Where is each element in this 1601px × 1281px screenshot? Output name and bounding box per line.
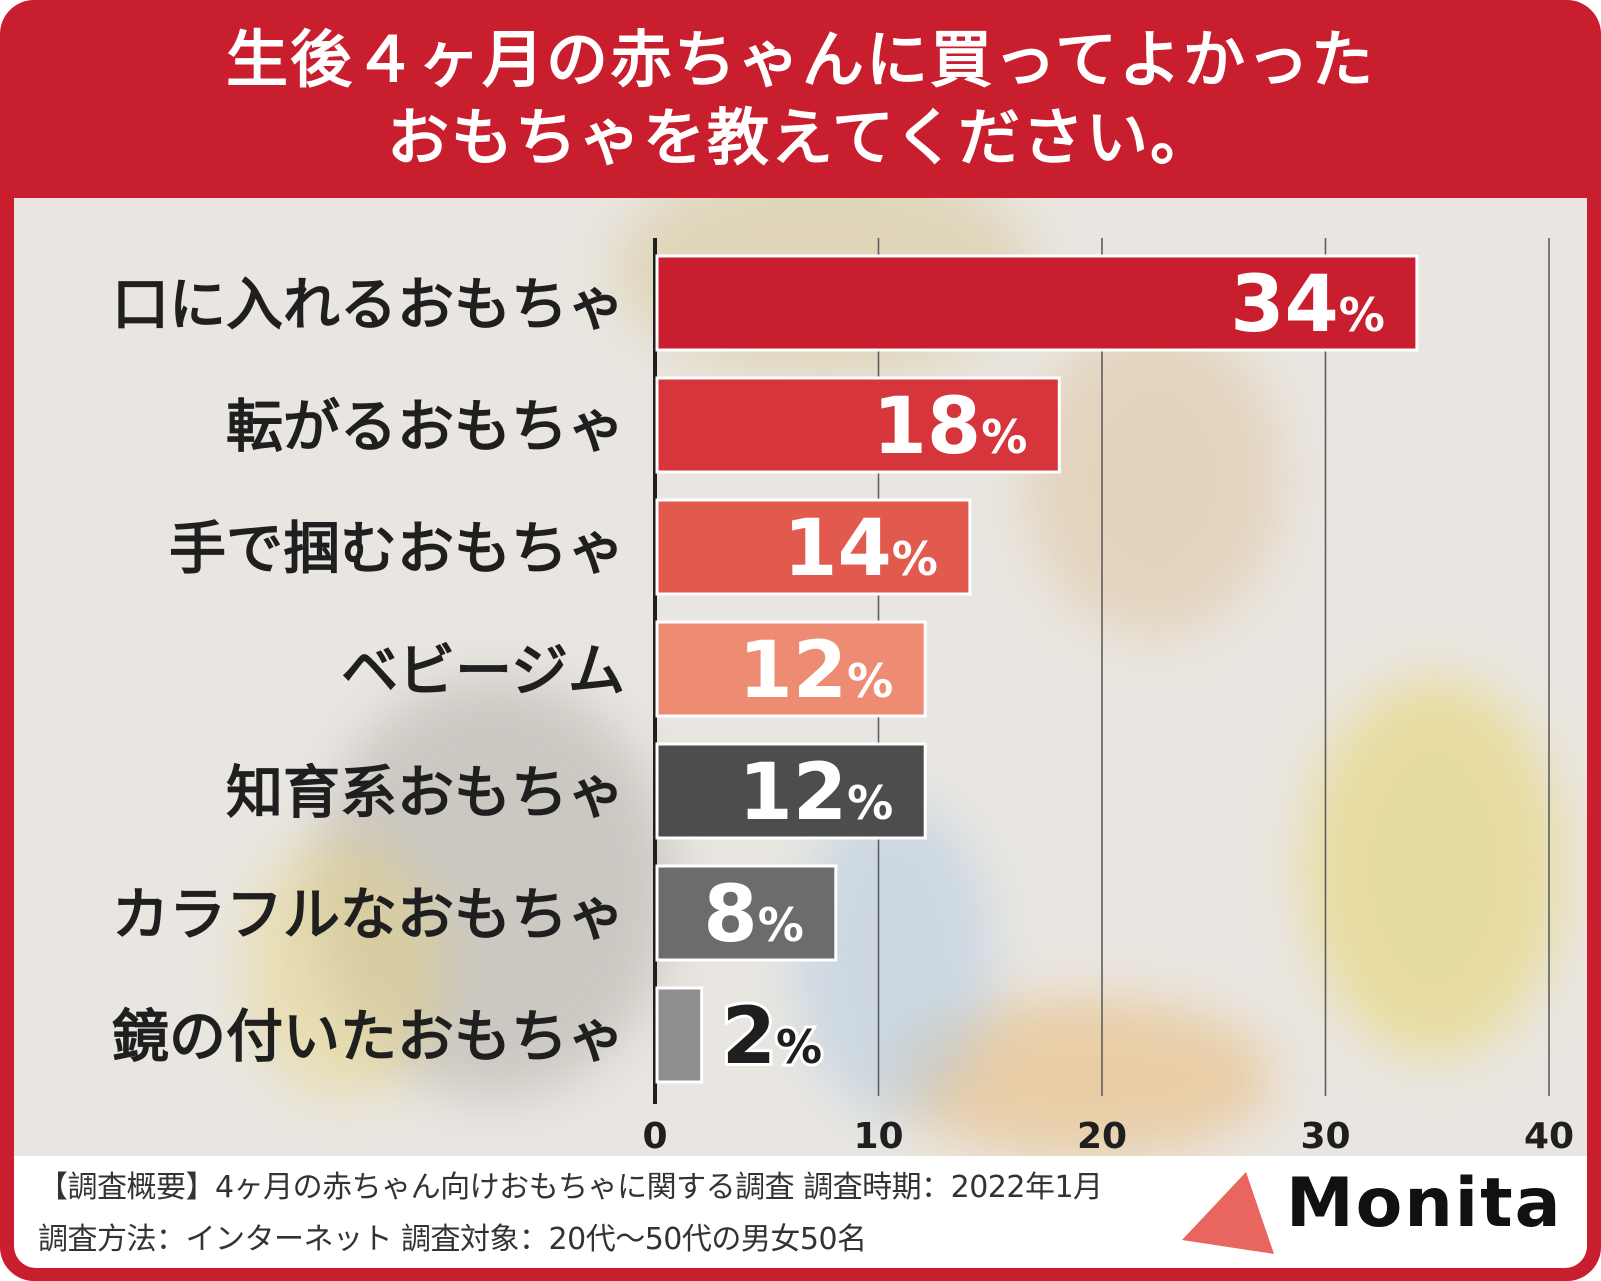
category-label: 鏡の付いたおもちゃ xyxy=(112,1004,625,1070)
value-unit: % xyxy=(892,532,938,586)
background-blob xyxy=(244,838,444,1098)
bar xyxy=(655,742,927,840)
x-tick-label: 0 xyxy=(642,1116,667,1157)
value-label: 34% xyxy=(1230,260,1385,350)
value-unit: % xyxy=(981,410,1027,464)
value-unit: % xyxy=(847,654,893,708)
value-number: 12 xyxy=(739,626,848,716)
bar xyxy=(655,254,1419,352)
value-number: 18 xyxy=(873,382,982,472)
bar xyxy=(655,986,704,1084)
background-blob xyxy=(314,678,674,1098)
background-blob xyxy=(894,998,1274,1156)
category-label: ベビージム xyxy=(341,638,625,704)
x-tick-label: 10 xyxy=(853,1116,903,1157)
survey-note-line-2: 調査方法：インターネット 調査対象：20代〜50代の男女50名 xyxy=(38,1222,867,1257)
value-label: 8% xyxy=(703,870,803,960)
logo-triangle-icon xyxy=(1182,1172,1274,1254)
bar xyxy=(655,620,927,718)
value-number: 34 xyxy=(1230,260,1339,350)
bar xyxy=(655,498,972,596)
value-number: 8 xyxy=(703,870,757,960)
value-number: 2 xyxy=(722,992,776,1082)
value-unit: % xyxy=(1339,288,1385,342)
value-label: 14% xyxy=(783,504,938,594)
category-label: 知育系おもちゃ xyxy=(226,760,625,826)
logo-text: Monita xyxy=(1286,1164,1563,1243)
value-label: 12% xyxy=(739,626,894,716)
value-unit: % xyxy=(758,898,804,952)
category-label: 手で掴むおもちゃ xyxy=(169,516,625,582)
value-label: 2% xyxy=(722,992,822,1082)
background-blob xyxy=(1304,678,1564,1058)
title-line-1: 生後４ヶ月の赤ちゃんに買ってよかった xyxy=(226,23,1375,96)
x-tick-label: 40 xyxy=(1524,1116,1574,1157)
chart-title: 生後４ヶ月の赤ちゃんに買ってよかった おもちゃを教えてください。 xyxy=(0,0,1601,198)
value-number: 14 xyxy=(783,504,892,594)
value-label: 18% xyxy=(873,382,1028,472)
x-tick-label: 20 xyxy=(1077,1116,1127,1157)
category-label: 転がるおもちゃ xyxy=(226,394,625,460)
value-number: 12 xyxy=(739,748,848,838)
value-unit: % xyxy=(776,1020,822,1074)
value-label: 12% xyxy=(739,748,894,838)
background-blob xyxy=(1024,318,1284,638)
title-line-2: おもちゃを教えてください。 xyxy=(386,101,1215,174)
value-unit: % xyxy=(847,776,893,830)
bar xyxy=(655,864,838,962)
logo-triangle-shape xyxy=(1182,1172,1274,1254)
survey-note-line-1: 【調査概要】4ヶ月の赤ちゃん向けおもちゃに関する調査 調査時期：2022年1月 xyxy=(38,1170,1103,1205)
x-tick-label: 30 xyxy=(1300,1116,1350,1157)
footer: 【調査概要】4ヶ月の赤ちゃん向けおもちゃに関する調査 調査時期：2022年1月 … xyxy=(14,1156,1587,1268)
category-label: カラフルなおもちゃ xyxy=(112,882,625,948)
category-label: 口に入れるおもちゃ xyxy=(112,272,625,338)
bar xyxy=(655,376,1061,474)
